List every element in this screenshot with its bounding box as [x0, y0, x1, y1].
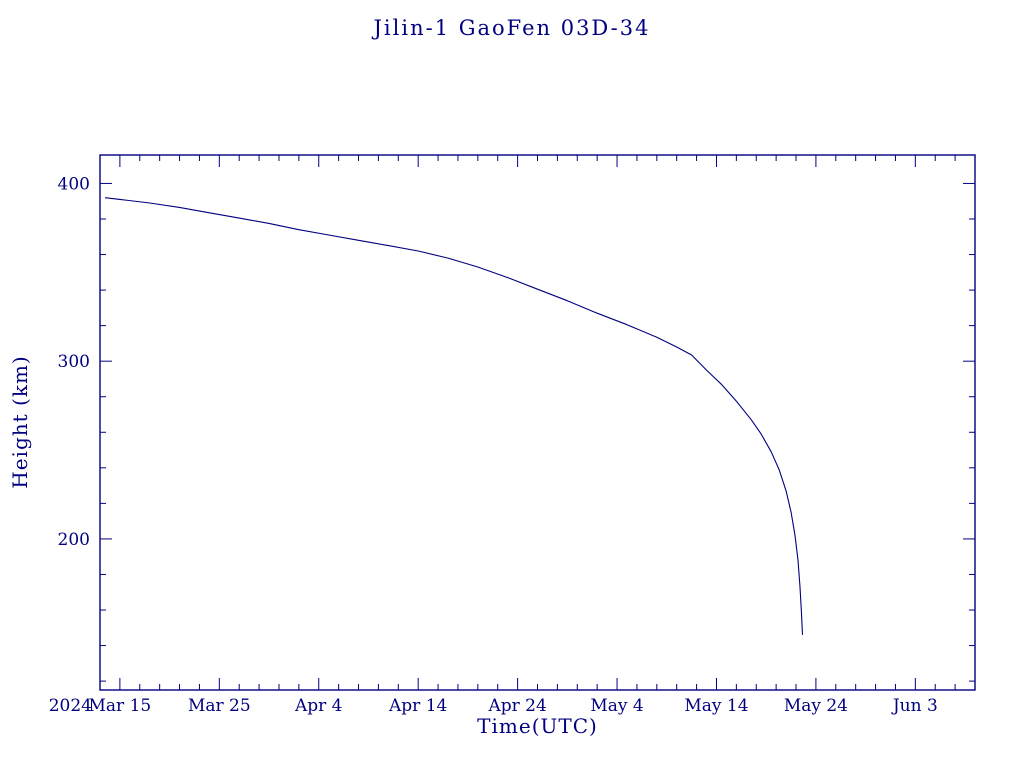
x-tick-label: May 14 [684, 696, 748, 716]
x-tick-label: Mar 25 [188, 696, 251, 716]
x-tick-label: Apr 14 [388, 696, 447, 716]
plot-frame [99, 154, 976, 691]
x-era-label: 2024 [49, 696, 92, 716]
x-tick-label: Apr 4 [294, 696, 343, 716]
x-tick-label: May 4 [590, 696, 643, 716]
y-tick-label: 300 [58, 352, 90, 372]
y-tick-label: 200 [58, 530, 90, 550]
decay-curve [104, 197, 804, 635]
x-tick-label: Apr 24 [487, 696, 546, 716]
x-axis-label: Time(UTC) [477, 714, 598, 738]
chart-title: Jilin-1 GaoFen 03D-34 [373, 16, 651, 40]
y-tick-label: 400 [58, 174, 90, 194]
x-tick-label: Jun 3 [891, 696, 938, 716]
x-tick-label: May 24 [784, 696, 848, 716]
x-tick-label: Mar 15 [89, 696, 152, 716]
